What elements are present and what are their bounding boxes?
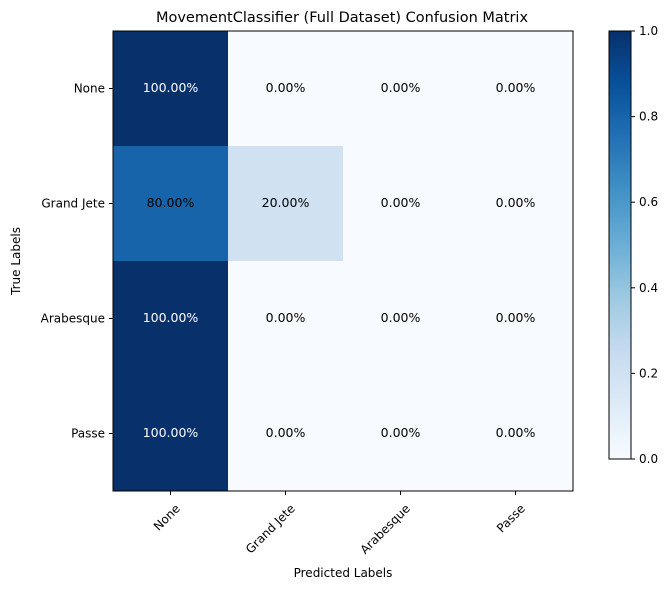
cell-value-label: 100.00% — [143, 425, 199, 440]
heatmap-cell-none-arabesque — [343, 31, 458, 146]
y-tick-label: None — [74, 82, 105, 96]
colorbar-tick-label: 0.0 — [639, 452, 658, 466]
y-tick-label: Grand Jete — [41, 197, 105, 211]
cell-value-label: 0.00% — [266, 425, 306, 440]
heatmap-cells — [113, 31, 573, 491]
cell-value-label: 20.00% — [262, 195, 310, 210]
x-tick-label: Passe — [494, 501, 528, 535]
cell-value-label: 0.00% — [496, 310, 536, 325]
colorbar-tick-label: 0.4 — [639, 281, 658, 295]
heatmap-cell-none-none — [113, 31, 228, 146]
heatmap-cell-none-grand-jete — [228, 31, 343, 146]
x-axis-ticks: None Grand Jete Arabesque Passe — [151, 491, 528, 557]
chart-title: MovementClassifier (Full Dataset) Confus… — [156, 10, 529, 26]
cell-value-label: 100.00% — [143, 80, 199, 95]
cell-value-label: 0.00% — [496, 195, 536, 210]
heatmap-cell-grand-jete-grand-jete — [228, 146, 343, 261]
colorbar-tick-label: 0.6 — [639, 195, 658, 209]
colorbar-tick-label: 0.8 — [639, 110, 658, 124]
cell-value-label: 80.00% — [147, 195, 195, 210]
cell-value-label: 0.00% — [496, 80, 536, 95]
cell-labels: 100.00% 0.00% 0.00% 0.00% 80.00% 20.00% 0.00% 0… — [143, 80, 536, 440]
plot-frame — [112, 30, 574, 492]
heatmap-cell-none-passe — [458, 31, 573, 146]
colorbar-ticks: 0.0 0.2 0.4 0.6 0.8 1.0 — [631, 24, 658, 466]
cell-value-label: 100.00% — [143, 310, 199, 325]
colorbar-tick-label: 1.0 — [639, 24, 658, 38]
heatmap-cell-passe-grand-jete — [228, 376, 343, 491]
heatmap-cell-grand-jete-passe — [458, 146, 573, 261]
cell-value-label: 0.00% — [381, 425, 421, 440]
heatmap-cell-grand-jete-none — [113, 146, 228, 261]
heatmap-cell-grand-jete-arabesque — [343, 146, 458, 261]
colorbar — [608, 30, 632, 460]
x-axis-label: Predicted Labels — [294, 566, 393, 580]
heatmap-cell-passe-arabesque — [343, 376, 458, 491]
heatmap-cell-arabesque-passe — [458, 261, 573, 376]
y-axis-label: True Labels — [9, 227, 23, 296]
heatmap-cell-arabesque-arabesque — [343, 261, 458, 376]
x-tick-label: Grand Jete — [243, 501, 298, 556]
heatmap-cell-passe-none — [113, 376, 228, 491]
cell-value-label: 0.00% — [266, 80, 306, 95]
heatmap-cell-arabesque-grand-jete — [228, 261, 343, 376]
colorbar-tick-label: 0.2 — [639, 366, 658, 380]
cell-value-label: 0.00% — [496, 425, 536, 440]
cell-value-label: 0.00% — [381, 195, 421, 210]
cell-value-label: 0.00% — [381, 310, 421, 325]
cell-value-label: 0.00% — [381, 80, 421, 95]
x-tick-label: Arabesque — [357, 501, 412, 556]
heatmap-cell-passe-passe — [458, 376, 573, 491]
heatmap-cell-arabesque-none — [113, 261, 228, 376]
y-axis-ticks: None Grand Jete Arabesque Passe — [41, 82, 113, 441]
cell-value-label: 0.00% — [266, 310, 306, 325]
y-tick-label: Arabesque — [41, 312, 105, 326]
y-tick-label: Passe — [71, 427, 105, 441]
x-tick-label: None — [151, 501, 183, 533]
